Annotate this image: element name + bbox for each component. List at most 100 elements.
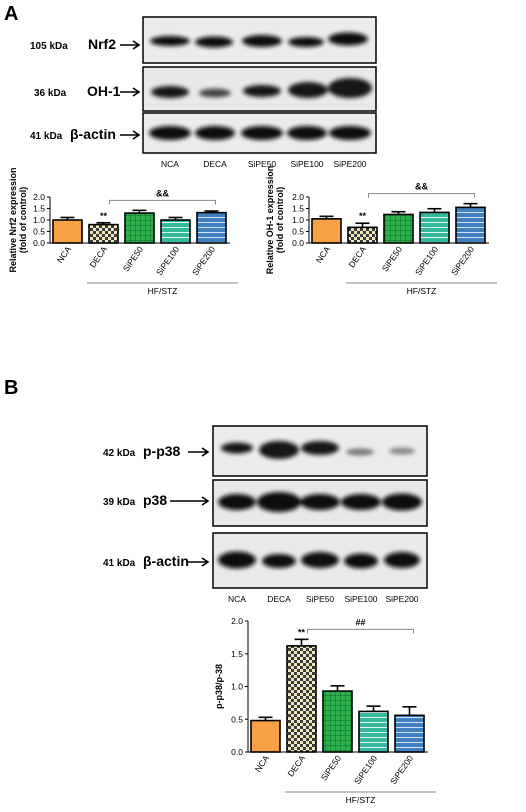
arrow-icon <box>188 447 210 457</box>
lane-label: SiPE200 <box>333 159 366 169</box>
significance-bracket <box>109 199 216 205</box>
blot-oh1-protein: OH-1 <box>87 83 121 99</box>
category-label: SiPE100 <box>352 753 379 786</box>
category-label: NCA <box>314 244 333 265</box>
blot-actin-a-protein: β-actin <box>70 126 116 142</box>
chart-oh1: 0.00.5 1.01.5 2.0 Relative OH-1 expression(… <box>265 166 497 296</box>
panel-a-letter: A <box>4 3 18 25</box>
y-tick-label: 2.0 <box>231 616 243 626</box>
category-label: SiPE200 <box>190 244 217 277</box>
blot-actin-a-kda: 41 kDa <box>30 131 63 142</box>
y-axis-label: p-p38/p-38 <box>214 664 224 709</box>
lane-label: SiPE50 <box>248 159 277 169</box>
significance-mark: ** <box>298 627 306 637</box>
lane-label: SiPE50 <box>306 594 335 604</box>
significance-mark: ** <box>100 211 108 221</box>
y-axis-label: (fold of control) <box>18 187 28 253</box>
category-label: SiPE50 <box>121 244 146 273</box>
significance-mark: ** <box>359 211 367 221</box>
bar-sipe50 <box>124 212 155 244</box>
bar-sipe100 <box>419 211 450 244</box>
blot-pp38 <box>212 425 428 477</box>
arrow-icon <box>120 87 141 97</box>
blot-nrf2 <box>142 16 377 64</box>
panel-b-letter: B <box>4 377 18 399</box>
arrow-icon <box>170 496 210 506</box>
y-tick-label: 2.0 <box>33 192 45 202</box>
bar-sipe50 <box>383 213 414 244</box>
blot-pp38-kda: 42 kDa <box>103 448 136 459</box>
blot-p38-kda: 39 kDa <box>103 497 136 508</box>
category-label: DECA <box>285 753 307 778</box>
chart-pp38: 0.0 0.5 1.0 1.5 2.0 p-p38/p-38 NCA DECA SiPE50 Si… <box>214 616 436 805</box>
blot-nrf2-kda: 105 kDa <box>30 41 68 52</box>
lane-label: DECA <box>203 159 227 169</box>
blot-nrf2-protein: Nrf2 <box>88 36 116 52</box>
bar-deca <box>286 645 317 753</box>
category-label: SiPE200 <box>388 753 415 786</box>
bar-sipe100 <box>160 219 191 244</box>
category-label: SiPE50 <box>380 244 405 273</box>
bar-sipe200 <box>455 206 486 244</box>
y-tick-label: 0.5 <box>231 714 243 724</box>
blot-p38-protein: p38 <box>143 492 167 508</box>
bar-sipe200 <box>394 714 425 753</box>
y-tick-label: 1.5 <box>33 204 45 214</box>
group-label: HF/STZ <box>148 286 178 296</box>
y-tick-label: 1.5 <box>292 204 304 214</box>
lane-label: NCA <box>161 159 179 169</box>
y-tick-label: 1.0 <box>292 215 304 225</box>
significance-mark: ## <box>355 617 365 627</box>
blot-actin-b-kda: 41 kDa <box>103 558 136 569</box>
lane-label: SiPE100 <box>344 594 377 604</box>
group-label: HF/STZ <box>407 286 437 296</box>
bar-deca <box>88 223 119 244</box>
lane-labels-a: NCA DECA SiPE50 SiPE100 SiPE200 <box>161 159 367 169</box>
y-axis-label: Relative OH-1 expression <box>265 166 275 275</box>
lane-labels-b: NCA DECA SiPE50 SiPE100 SiPE200 <box>228 594 419 604</box>
bar-sipe50 <box>322 690 353 753</box>
y-tick-label: 0.0 <box>231 747 243 757</box>
category-label: SiPE50 <box>319 753 344 782</box>
bar-deca <box>347 226 378 244</box>
arrow-icon <box>120 130 141 140</box>
blot-actin-b-protein: β-actin <box>143 553 189 569</box>
y-tick-label: 2.0 <box>292 192 304 202</box>
category-label: NCA <box>55 244 74 265</box>
bar-nca <box>311 218 342 244</box>
blot-oh1 <box>142 66 377 112</box>
y-tick-label: 0.5 <box>33 227 45 237</box>
category-label: DECA <box>346 244 368 269</box>
bar-sipe100 <box>358 710 389 753</box>
category-label: SiPE200 <box>449 244 476 277</box>
y-tick-label: 1.0 <box>33 215 45 225</box>
blot-pp38-protein: p-p38 <box>143 443 181 459</box>
arrow-icon <box>188 557 210 567</box>
category-label: SiPE100 <box>154 244 181 277</box>
category-label: DECA <box>87 244 109 269</box>
group-label: HF/STZ <box>346 795 376 805</box>
arrow-icon <box>120 40 141 50</box>
bar-nca <box>52 219 83 244</box>
blot-p38 <box>212 479 428 527</box>
lane-label: SiPE200 <box>385 594 418 604</box>
significance-mark: && <box>415 182 428 192</box>
y-tick-label: 0.5 <box>292 227 304 237</box>
bar-sipe200 <box>196 211 227 244</box>
y-axis-label: Relative Nrf2 expression <box>8 167 18 272</box>
y-tick-label: 0.0 <box>33 238 45 248</box>
significance-mark: && <box>156 188 169 198</box>
category-label: NCA <box>253 753 272 774</box>
lane-label: DECA <box>267 594 291 604</box>
y-tick-label: 1.0 <box>231 682 243 692</box>
lane-label: SiPE100 <box>290 159 323 169</box>
chart-nrf2: 0.00.5 1.01.5 2.0 Relative Nrf2 expression(… <box>8 167 238 296</box>
significance-bracket <box>368 193 475 198</box>
blot-actin-a <box>142 112 377 154</box>
y-tick-label: 0.0 <box>292 238 304 248</box>
bar-nca <box>250 719 281 753</box>
significance-bracket <box>307 628 414 634</box>
blot-oh1-kda: 36 kDa <box>34 88 67 99</box>
